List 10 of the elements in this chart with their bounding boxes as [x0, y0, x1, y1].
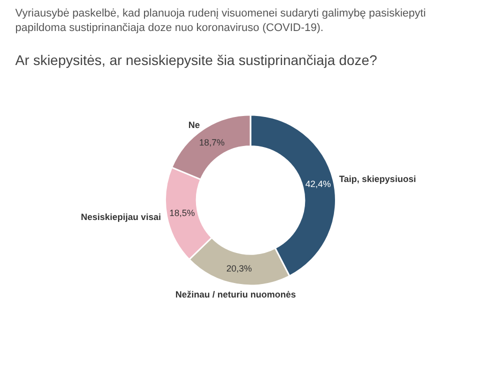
data-label: 18,5% — [169, 208, 195, 218]
slice-label: Ne — [188, 120, 200, 130]
chart-title: Ar skiepysitės, ar nesiskiepysite šia sustiprinančiaja doze? — [15, 52, 378, 68]
chart-subtitle: Vyriausybė paskelbė, kad planuoja rudenį visuomenei sudaryti galimybę pasiskiepyti papildoma sustiprinančiaja doze nuo koronaviruso (COVID-19). — [15, 7, 426, 34]
slice-label: Taip, skiepysiuosi — [339, 174, 416, 184]
slice-label: Nesiskiepijau visai — [80, 212, 161, 222]
data-label: 18,7% — [199, 138, 225, 148]
data-label: 42,4% — [305, 178, 331, 189]
slice-label: Nežinau / neturiu nuomonės — [175, 289, 296, 300]
data-label: 20,3% — [226, 263, 252, 274]
